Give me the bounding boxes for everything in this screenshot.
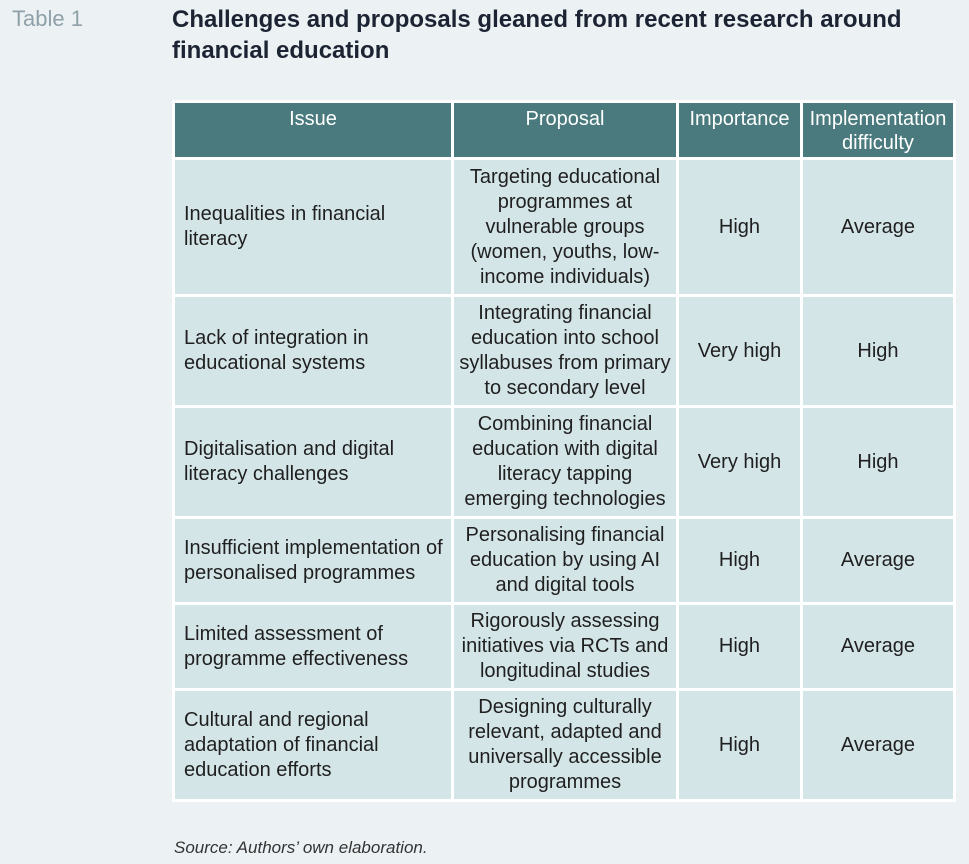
- proposal-cell: Personalising financial education by usi…: [454, 519, 676, 602]
- issue-cell: Inequalities in financial literacy: [175, 160, 451, 294]
- proposal-cell: Designing culturally relevant, adapted a…: [454, 691, 676, 799]
- difficulty-cell: Average: [803, 605, 953, 688]
- importance-cell: Very high: [679, 408, 800, 516]
- difficulty-cell: High: [803, 408, 953, 516]
- table-row: Inequalities in financial literacy Targe…: [175, 160, 953, 294]
- table-row: Insufficient implementation of personali…: [175, 519, 953, 602]
- column-header-difficulty: Implementation difficulty: [803, 103, 953, 157]
- challenges-table: Issue Proposal Importance Implementation…: [172, 100, 956, 802]
- difficulty-cell: Average: [803, 519, 953, 602]
- table-row: Digitalisation and digital literacy chal…: [175, 408, 953, 516]
- difficulty-cell: High: [803, 297, 953, 405]
- table-title: Challenges and proposals gleaned from re…: [172, 6, 902, 64]
- proposal-cell: Rigorously assessing initiatives via RCT…: [454, 605, 676, 688]
- table-row: Cultural and regional adaptation of fina…: [175, 691, 953, 799]
- header-row: Issue Proposal Importance Implementation…: [175, 103, 953, 157]
- difficulty-cell: Average: [803, 691, 953, 799]
- importance-cell: Very high: [679, 297, 800, 405]
- table-label: Table 1: [12, 6, 83, 31]
- proposal-cell: Targeting educational programmes at vuln…: [454, 160, 676, 294]
- proposal-cell: Combining financial education with digit…: [454, 408, 676, 516]
- issue-cell: Digitalisation and digital literacy chal…: [175, 408, 451, 516]
- importance-cell: High: [679, 160, 800, 294]
- source-note: Source: Authors’ own elaboration.: [174, 838, 428, 857]
- column-header-issue: Issue: [175, 103, 451, 157]
- importance-cell: High: [679, 691, 800, 799]
- proposal-cell: Integrating financial education into sch…: [454, 297, 676, 405]
- column-header-proposal: Proposal: [454, 103, 676, 157]
- importance-cell: High: [679, 605, 800, 688]
- issue-cell: Limited assessment of programme effectiv…: [175, 605, 451, 688]
- difficulty-cell: Average: [803, 160, 953, 294]
- column-header-importance: Importance: [679, 103, 800, 157]
- table-row: Limited assessment of programme effectiv…: [175, 605, 953, 688]
- table-row: Lack of integration in educational syste…: [175, 297, 953, 405]
- importance-cell: High: [679, 519, 800, 602]
- issue-cell: Cultural and regional adaptation of fina…: [175, 691, 451, 799]
- issue-cell: Lack of integration in educational syste…: [175, 297, 451, 405]
- issue-cell: Insufficient implementation of personali…: [175, 519, 451, 602]
